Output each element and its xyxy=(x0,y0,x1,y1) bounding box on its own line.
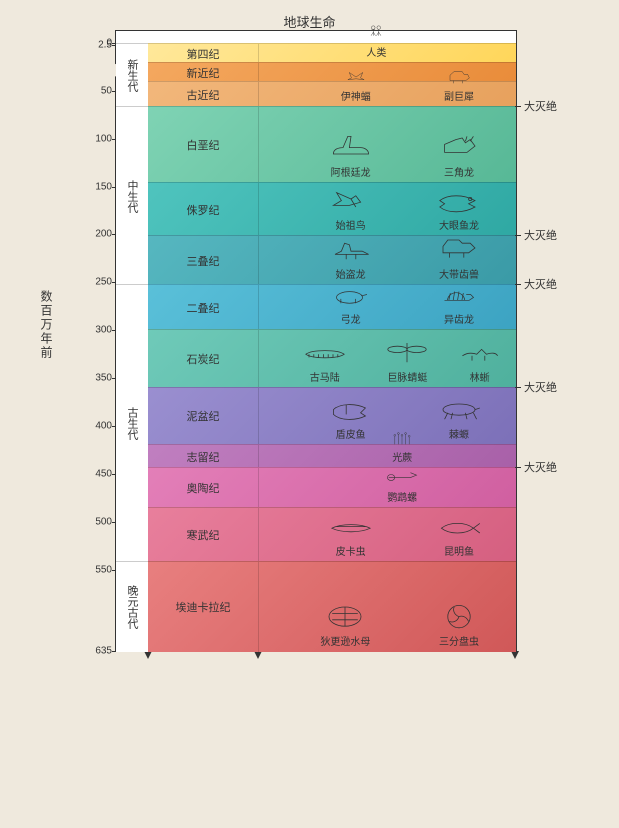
period-row: 埃迪卡拉纪狄更逊水母三分盘虫 xyxy=(148,561,516,652)
period-life-area: 皮卡虫昆明鱼 xyxy=(259,508,516,562)
extinction-label: 大灭绝 xyxy=(516,459,557,475)
extinction-label: 大灭绝 xyxy=(516,98,557,114)
extinction-label: 大灭绝 xyxy=(516,276,557,292)
extinction-label: 大灭绝 xyxy=(516,379,557,395)
period-row: 泥盆纪盾皮鱼棘螈 xyxy=(148,387,516,445)
y-axis-label: 数百万年前 xyxy=(38,290,55,360)
period-name: 二叠纪 xyxy=(148,285,259,330)
organism: 异齿龙 xyxy=(419,280,499,326)
y-tick-label: 100 xyxy=(72,133,116,144)
period-life-area: 弓龙异齿龙 xyxy=(259,285,516,330)
y-tick-label: 350 xyxy=(72,373,116,384)
y-tick-label: 150 xyxy=(72,181,116,192)
y-tick-label: 2.5 xyxy=(72,40,116,51)
era-label: 古生代 xyxy=(116,284,148,562)
era-label: 中生代 xyxy=(116,106,148,285)
organism: 伊神蝠 xyxy=(316,68,396,103)
organism: 弓龙 xyxy=(311,280,391,326)
page: 地球生命 数百万年前 02.55010015020025030035040045… xyxy=(0,0,619,828)
y-tick-label: 500 xyxy=(72,516,116,527)
organism: 林蜥 xyxy=(440,335,520,384)
organism: 副巨犀 xyxy=(419,68,499,103)
organism: 大带齿兽 xyxy=(419,232,499,281)
period-name: 石炭纪 xyxy=(148,330,259,387)
y-tick-label: 635 xyxy=(72,646,116,657)
period-life-area: 鹦鹉螺 xyxy=(259,468,516,508)
period-row: 奥陶纪鹦鹉螺 xyxy=(148,467,516,508)
period-row: 古近纪伊神蝠副巨犀 xyxy=(148,81,516,107)
organism: 昆明鱼 xyxy=(419,509,499,558)
period-row: 三叠纪始盗龙大带齿兽 xyxy=(148,235,516,285)
extinction-label: 大灭绝 xyxy=(516,227,557,243)
period-row: 志留纪光蕨 xyxy=(148,444,516,468)
period-life-area: 人类 xyxy=(259,44,516,63)
y-tick-label: 200 xyxy=(72,229,116,240)
period-name: 泥盆纪 xyxy=(148,388,259,445)
page-title: 地球生命 xyxy=(0,12,619,31)
period-life-area: 古马陆巨脉蜻蜓林蜥 xyxy=(259,330,516,387)
period-row: 寒武纪皮卡虫昆明鱼 xyxy=(148,507,516,562)
timeline-chart: 02.550100150200250300350400450500550635新… xyxy=(115,30,517,651)
period-row: 白垩纪阿根廷龙三角龙 xyxy=(148,106,516,183)
period-name: 志留纪 xyxy=(148,445,259,468)
y-tick-label: 50 xyxy=(72,85,116,96)
y-tick-label: 300 xyxy=(72,325,116,336)
organism: 古马陆 xyxy=(285,335,365,384)
period-life-area: 始祖鸟大眼鱼龙 xyxy=(259,183,516,237)
organism: 始祖鸟 xyxy=(311,183,391,232)
period-name: 第四纪 xyxy=(148,44,259,63)
period-name: 侏罗纪 xyxy=(148,183,259,237)
period-life-area: 伊神蝠副巨犀 xyxy=(259,82,516,107)
period-name: 古近纪 xyxy=(148,82,259,107)
y-tick-label: 450 xyxy=(72,468,116,479)
period-life-area: 阿根廷龙三角龙 xyxy=(259,107,516,183)
organism: 光蕨 xyxy=(362,429,442,464)
organism: 皮卡虫 xyxy=(311,509,391,558)
y-tick-label: 550 xyxy=(72,564,116,575)
period-name: 奥陶纪 xyxy=(148,468,259,508)
organism: 阿根廷龙 xyxy=(311,130,391,179)
organism: 人类 xyxy=(336,24,416,59)
y-tick-label: 250 xyxy=(72,277,116,288)
organism: 三分盘虫 xyxy=(419,599,499,648)
period-life-area: 狄更逊水母三分盘虫 xyxy=(259,562,516,652)
period-name: 埃迪卡拉纪 xyxy=(148,562,259,652)
arrow-down-icon xyxy=(144,651,152,659)
arrow-down-icon xyxy=(254,651,262,659)
period-name: 三叠纪 xyxy=(148,236,259,285)
era-label: 晚元古代 xyxy=(116,561,148,652)
organism: 始盗龙 xyxy=(311,232,391,281)
period-row: 二叠纪弓龙异齿龙 xyxy=(148,284,516,330)
period-row: 第四纪人类 xyxy=(148,43,516,63)
organism: 大眼鱼龙 xyxy=(419,183,499,232)
organism: 三角龙 xyxy=(419,130,499,179)
era-label: 新生代 xyxy=(116,43,148,107)
arrow-down-icon xyxy=(511,651,519,659)
organism: 狄更逊水母 xyxy=(305,599,385,648)
period-name: 寒武纪 xyxy=(148,508,259,562)
period-life-area: 始盗龙大带齿兽 xyxy=(259,236,516,285)
organism: 巨脉蜻蜓 xyxy=(367,335,447,384)
period-row: 石炭纪古马陆巨脉蜻蜓林蜥 xyxy=(148,329,516,387)
period-name: 新近纪 xyxy=(148,63,259,82)
y-tick-label: 400 xyxy=(72,420,116,431)
organism: 鹦鹉螺 xyxy=(362,463,442,504)
period-row: 侏罗纪始祖鸟大眼鱼龙 xyxy=(148,182,516,237)
period-name: 白垩纪 xyxy=(148,107,259,183)
